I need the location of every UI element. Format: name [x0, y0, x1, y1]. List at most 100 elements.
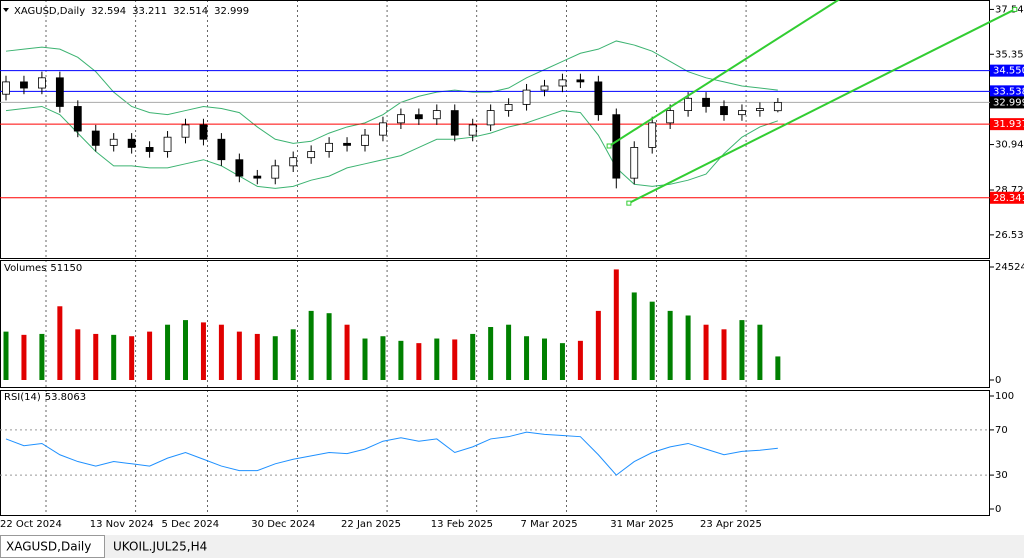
- symbol-marker: [3, 8, 9, 12]
- volume-bar: [129, 336, 135, 380]
- tab-label[interactable]: XAGUSD,Daily: [6, 540, 91, 554]
- volume-bar: [326, 313, 332, 380]
- candle-body: [379, 122, 387, 136]
- volume-bar: [200, 322, 206, 380]
- candle-body: [756, 108, 764, 111]
- volume-bar: [39, 333, 45, 380]
- volume-bar: [308, 310, 314, 380]
- volume-bar: [416, 343, 422, 380]
- trendline-anchor: [606, 143, 612, 149]
- candle-body: [648, 122, 657, 148]
- tab-label[interactable]: UKOIL.JUL25,H4: [113, 540, 207, 554]
- volume-bar: [649, 301, 655, 380]
- level-label: 33.538: [993, 86, 1024, 97]
- volume-bar: [524, 336, 530, 380]
- candle-body: [540, 85, 549, 91]
- level-box: [990, 118, 1024, 131]
- rsi-line: [5, 431, 778, 476]
- tab-bar: [0, 535, 1024, 558]
- y-tick-label: 70: [995, 425, 1008, 436]
- trendline-anchor: [1012, 6, 1018, 12]
- y-tick-label: 0: [995, 504, 1001, 515]
- candle-body: [612, 114, 621, 179]
- volume-bar: [506, 324, 512, 380]
- candle-body: [109, 138, 118, 146]
- price-box: [990, 96, 1024, 109]
- candle-body: [38, 77, 46, 89]
- trendline: [608, 0, 841, 147]
- volume-bar: [595, 310, 601, 380]
- candle-body: [127, 138, 136, 148]
- volume-bar: [75, 329, 81, 380]
- x-tick-label: 7 Mar 2025: [521, 519, 578, 530]
- band-line: [5, 105, 779, 189]
- volume-bar: [147, 331, 153, 380]
- volume-bar: [183, 320, 188, 380]
- candle-body: [468, 124, 477, 136]
- volume-bar: [703, 324, 709, 380]
- x-tick-label: 13 Feb 2025: [431, 519, 493, 530]
- volume-bar: [57, 306, 63, 380]
- trendline-anchor: [626, 200, 632, 206]
- pane-title: RSI(14) 53.8063: [4, 392, 86, 403]
- volume-bar: [559, 343, 565, 380]
- candle-body: [396, 114, 405, 124]
- candle-body: [720, 106, 728, 116]
- volume-bar: [362, 338, 368, 380]
- x-tick-label: 13 Nov 2024: [90, 519, 154, 530]
- volume-bar: [236, 331, 242, 380]
- level-label: 31.937: [993, 119, 1024, 130]
- y-tick-label: 100: [995, 391, 1014, 402]
- candle-body: [199, 124, 208, 140]
- header-open: 32.594: [91, 6, 126, 17]
- x-tick-label: 30 Dec 2024: [251, 519, 315, 530]
- candle-body: [558, 79, 567, 87]
- rsi-pane: [0, 390, 990, 516]
- candle-body: [594, 81, 603, 116]
- candle-body: [773, 102, 782, 112]
- candle-body: [217, 138, 226, 161]
- candle-body: [666, 110, 675, 124]
- candle-body: [163, 136, 172, 152]
- level-box: [990, 85, 1024, 98]
- volume-bar: [542, 338, 547, 380]
- y-tick-label: 35.350: [995, 49, 1024, 60]
- volume-bar: [434, 338, 440, 380]
- candle-body: [91, 130, 100, 146]
- level-label: 28.341: [993, 193, 1024, 204]
- volume-bar: [272, 336, 278, 380]
- volume-bar: [577, 340, 583, 380]
- candle-body: [181, 124, 190, 138]
- volume-bar: [380, 336, 386, 380]
- volume-bar: [290, 329, 296, 380]
- level-label: 34.550: [993, 66, 1024, 77]
- candle-body: [630, 147, 639, 179]
- candle-body: [253, 175, 262, 179]
- y-tick-label: 245245: [995, 262, 1024, 273]
- candle-body: [738, 110, 746, 116]
- x-tick-label: 31 Mar 2025: [610, 519, 673, 530]
- candle-body: [289, 157, 298, 167]
- volume-bar: [254, 333, 260, 380]
- y-tick-label: 26.530: [995, 230, 1024, 241]
- candle-body: [702, 97, 710, 107]
- candle-body: [414, 114, 423, 120]
- volume-bar: [165, 324, 171, 380]
- candle-body: [504, 104, 513, 111]
- level-box: [990, 191, 1024, 204]
- x-tick-label: 23 Apr 2025: [700, 519, 762, 530]
- candle-body: [2, 81, 10, 95]
- x-tick-label: 22 Oct 2024: [0, 519, 62, 530]
- volume-bar: [21, 334, 27, 380]
- pane-title: XAGUSD,Daily 32.594 33.211 32.514 32.999: [14, 6, 249, 17]
- volume-bar: [739, 320, 745, 380]
- candle-body: [271, 165, 280, 179]
- candle-body: [325, 142, 334, 152]
- volume-bar: [344, 324, 350, 380]
- candle-body: [432, 110, 441, 120]
- candle-body: [684, 97, 692, 111]
- pane-value: 51150: [50, 263, 82, 274]
- pane-title: Volumes 51150: [4, 263, 82, 274]
- header-close: 32.999: [214, 6, 249, 17]
